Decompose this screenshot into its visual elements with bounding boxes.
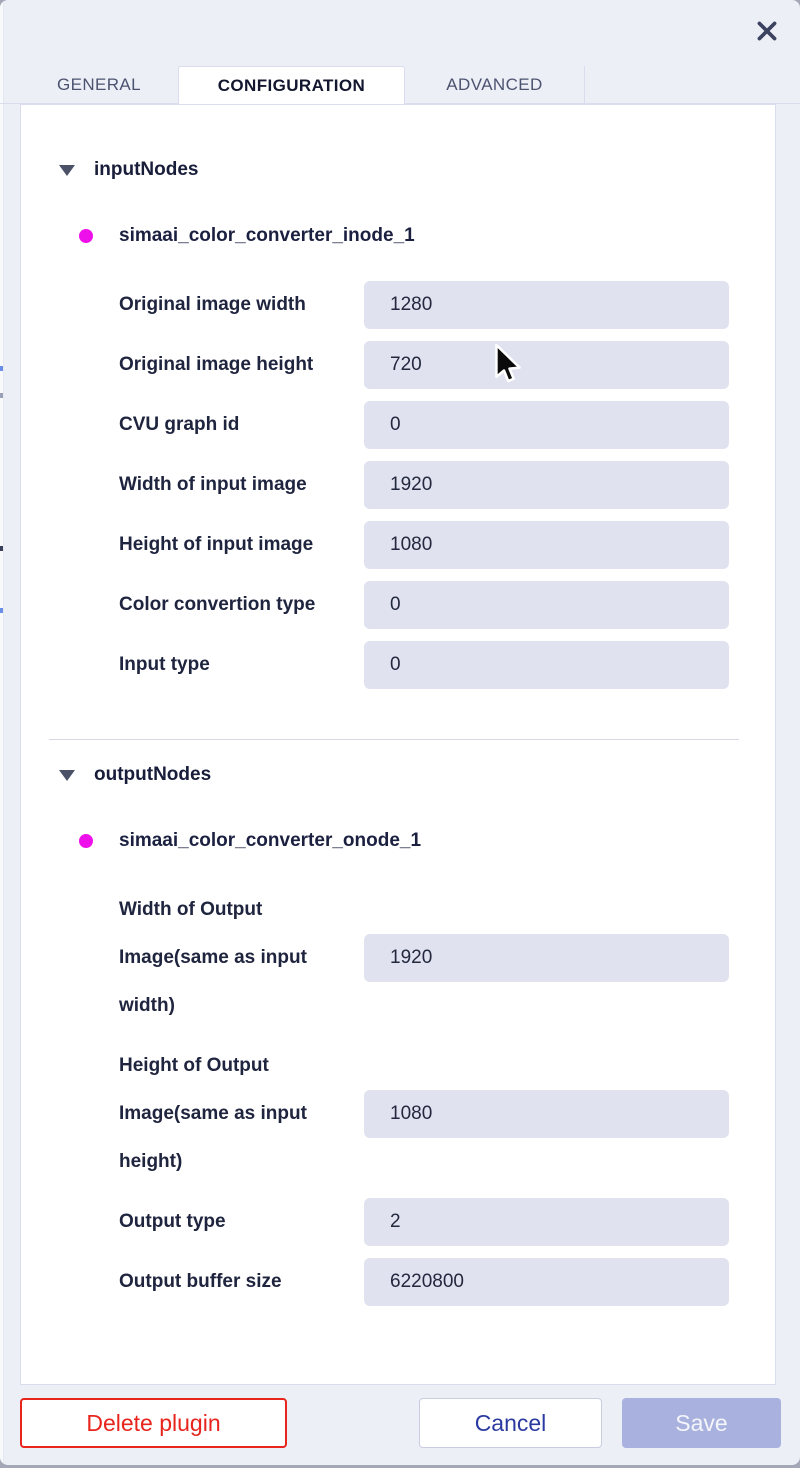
field-input-height-of-output-image-same-as-input-height[interactable] xyxy=(364,1090,729,1138)
field-input-width-of-output-image-same-as-input-width[interactable] xyxy=(364,934,729,982)
field-label-input-type: Input type xyxy=(119,654,210,675)
field-label-width-of-output-image-same-as-input-width: Width of Output Image(same as input widt… xyxy=(119,899,307,1016)
field-label-output-buffer-size: Output buffer size xyxy=(119,1271,282,1292)
tab-bar: GENERAL CONFIGURATION ADVANCED xyxy=(0,66,800,104)
delete-plugin-button[interactable]: Delete plugin xyxy=(20,1398,287,1448)
node-row: simaai_color_converter_onode_1 xyxy=(47,830,743,852)
node-dot-icon xyxy=(79,834,93,848)
field-label-height-of-input-image: Height of input image xyxy=(119,534,314,555)
field-label-height-of-output-image-same-as-input-height: Height of Output Image(same as input hei… xyxy=(119,1055,307,1172)
field-row: Output buffer size xyxy=(47,1258,743,1306)
field-input-original-image-width[interactable] xyxy=(364,281,729,329)
section-title: inputNodes xyxy=(94,159,199,180)
field-row: Width of input image xyxy=(47,461,743,509)
section-divider xyxy=(49,739,739,740)
field-label-width-of-input-image: Width of input image xyxy=(119,474,307,495)
field-row: Width of Output Image(same as input widt… xyxy=(47,886,743,1030)
configuration-panel: inputNodes simaai_color_converter_inode_1… xyxy=(20,104,776,1385)
field-row: Height of input image xyxy=(47,521,743,569)
field-input-original-image-height[interactable] xyxy=(364,341,729,389)
node-dot-icon xyxy=(79,229,93,243)
tab-configuration[interactable]: CONFIGURATION xyxy=(178,66,405,104)
section-header-outputnodes: outputNodes xyxy=(47,764,743,786)
field-row: Original image width xyxy=(47,281,743,329)
node-name: simaai_color_converter_inode_1 xyxy=(119,225,415,246)
close-button[interactable] xyxy=(753,17,781,45)
edge-speck xyxy=(0,366,3,371)
field-input-width-of-input-image[interactable] xyxy=(364,461,729,509)
node-row: simaai_color_converter_inode_1 xyxy=(47,225,743,247)
field-row: Output type xyxy=(47,1198,743,1246)
tab-advanced[interactable]: ADVANCED xyxy=(405,66,585,103)
field-label-original-image-height: Original image height xyxy=(119,354,314,375)
field-row: Height of Output Image(same as input hei… xyxy=(47,1042,743,1186)
field-label-color-convertion-type: Color convertion type xyxy=(119,594,316,615)
field-input-height-of-input-image[interactable] xyxy=(364,521,729,569)
field-input-output-buffer-size[interactable] xyxy=(364,1258,729,1306)
field-row: Color convertion type xyxy=(47,581,743,629)
section-header-inputnodes: inputNodes xyxy=(47,159,743,181)
tab-general[interactable]: GENERAL xyxy=(56,74,142,94)
edge-speck xyxy=(0,546,3,551)
edge-speck xyxy=(0,393,3,398)
collapse-arrow-icon[interactable] xyxy=(59,769,75,781)
field-label-output-type: Output type xyxy=(119,1211,226,1232)
field-input-output-type[interactable] xyxy=(364,1198,729,1246)
edge-speck xyxy=(0,608,3,613)
cancel-button[interactable]: Cancel xyxy=(419,1398,602,1448)
field-label-cvu-graph-id: CVU graph id xyxy=(119,414,240,435)
field-input-cvu-graph-id[interactable] xyxy=(364,401,729,449)
field-row: Original image height xyxy=(47,341,743,389)
field-input-color-convertion-type[interactable] xyxy=(364,581,729,629)
dialog-footer: Delete plugin Cancel Save xyxy=(0,1398,800,1448)
field-row: CVU graph id xyxy=(47,401,743,449)
collapse-arrow-icon[interactable] xyxy=(59,164,75,176)
node-name: simaai_color_converter_onode_1 xyxy=(119,830,422,851)
page-edge-strip xyxy=(0,0,4,1465)
field-row: Input type xyxy=(47,641,743,689)
section-title: outputNodes xyxy=(94,764,212,785)
field-input-input-type[interactable] xyxy=(364,641,729,689)
field-label-original-image-width: Original image width xyxy=(119,294,306,315)
config-form: inputNodes simaai_color_converter_inode_1… xyxy=(47,159,743,1306)
close-icon xyxy=(757,21,777,41)
save-button[interactable]: Save xyxy=(622,1398,781,1448)
